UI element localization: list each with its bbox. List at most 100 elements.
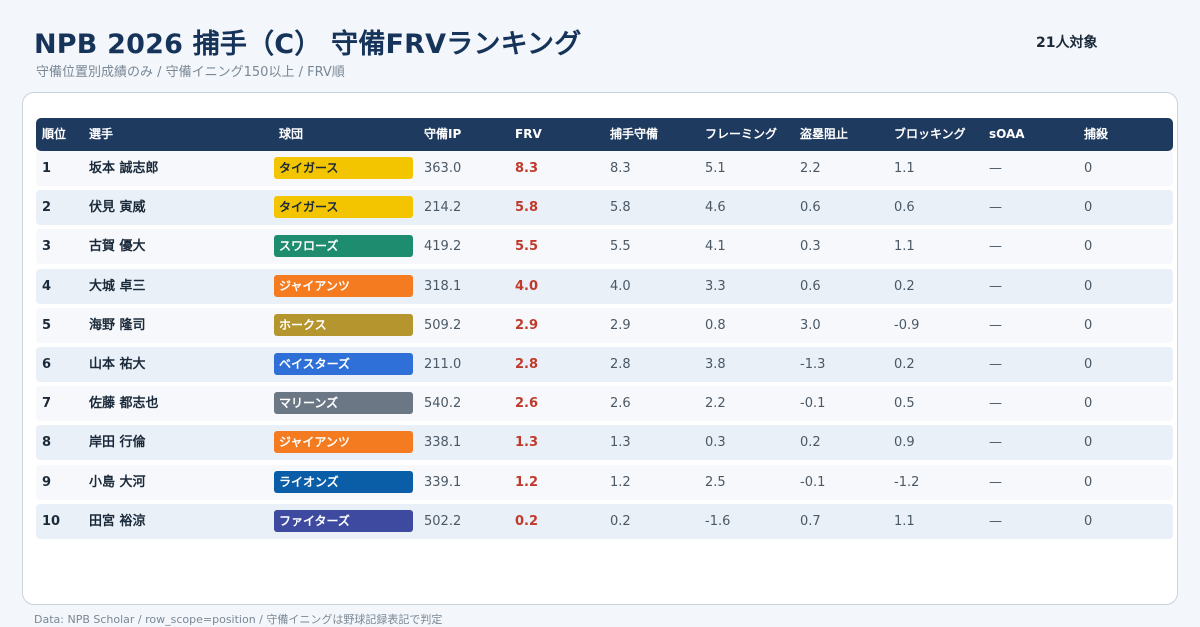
cell-soaa: — [989,513,1002,529]
cell-ip: 540.2 [424,396,462,412]
cell-rank: 7 [42,396,52,412]
table-row[interactable]: 1 坂本 誠志郎 363.0 8.3 8.3 5.1 2.2 1.1 — 0 タイガース [36,151,1173,186]
cell-soaa: — [989,200,1002,216]
cell-steal-prevention: 0.3 [800,239,821,255]
team-badge: ホークス [274,313,413,336]
table-row[interactable]: 6 山本 祐大 211.0 2.8 2.8 3.8 -1.3 0.2 — 0 ベイスターズ [36,347,1173,382]
cell-soaa: — [989,435,1002,451]
cell-rank: 2 [42,200,52,216]
cell-soaa: — [989,239,1002,255]
cell-player-name: 田宮 裕涼 [89,513,146,529]
column-header-steal[interactable]: 盗塁阻止 [800,127,849,141]
cell-rank: 9 [42,474,52,490]
column-header-team[interactable]: 球団 [279,127,304,141]
cell-catcher-defense: 5.8 [610,200,631,216]
cell-soaa: — [989,278,1002,294]
data-source-note: Data: NPB Scholar / row_scope=position /… [34,613,443,626]
table-row[interactable]: 7 佐藤 都志也 540.2 2.6 2.6 2.2 -0.1 0.5 — 0 マリーンズ [36,386,1173,422]
cell-blocking: 0.9 [894,435,915,451]
cell-frv: 5.5 [515,239,539,255]
column-header-catcher[interactable]: 捕手守備 [610,127,659,141]
cell-player-name: 大城 卓三 [89,278,146,294]
column-header-rank[interactable]: 順位 [42,127,67,141]
cell-ip: 502.2 [424,513,462,529]
cell-framing: 4.1 [705,239,726,255]
player-count: 21人対象 [1036,35,1098,51]
table-row[interactable]: 4 大城 卓三 318.1 4.0 4.0 3.3 0.6 0.2 — 0 ジャイアンツ [36,268,1173,304]
cell-blocking: 1.1 [894,513,915,529]
cell-player-name: 坂本 誠志郎 [89,161,159,176]
column-header-blocking[interactable]: ブロッキング [894,127,966,141]
team-badge: ベイスターズ [274,353,413,375]
table-row[interactable]: 10 田宮 裕涼 502.2 0.2 0.2 -1.6 0.7 1.1 — 0 ファイターズ [36,503,1173,539]
cell-assists: 0 [1084,317,1093,333]
team-badge: ファイターズ [274,509,413,532]
table-row[interactable]: 2 伏見 寅威 214.2 5.8 5.8 4.6 0.6 0.6 — 0 タイガース [36,190,1173,226]
cell-player-name: 小島 大河 [89,474,146,490]
cell-ip: 338.1 [424,435,462,451]
cell-catcher-defense: 2.9 [610,317,631,333]
cell-steal-prevention: 0.2 [800,435,821,451]
table-row[interactable]: 5 海野 隆司 509.2 2.9 2.9 0.8 3.0 -0.9 — 0 ホークス [36,307,1173,343]
cell-catcher-defense: 8.3 [610,161,631,176]
cell-ip: 419.2 [424,239,462,255]
cell-blocking: 1.1 [894,239,915,255]
cell-ip: 339.1 [424,474,462,490]
cell-soaa: — [989,317,1002,333]
cell-player-name: 伏見 寅威 [89,200,146,216]
cell-assists: 0 [1084,513,1093,529]
cell-steal-prevention: -1.3 [800,357,826,372]
table-row[interactable]: 3 古賀 優大 419.2 5.5 5.5 4.1 0.3 1.1 — 0 スワローズ [36,229,1173,265]
column-header-ip[interactable]: 守備IP [424,127,462,141]
table-row[interactable]: 8 岸田 行倫 338.1 1.3 1.3 0.3 0.2 0.9 — 0 ジャイアンツ [36,425,1173,461]
column-header-soaa[interactable]: sOAA [989,127,1025,141]
team-badge: ライオンズ [274,470,413,493]
column-header-player[interactable]: 選手 [89,127,114,141]
cell-blocking: 0.5 [894,396,915,412]
cell-player-name: 海野 隆司 [89,317,146,333]
team-badge: タイガース [274,157,413,179]
cell-frv: 2.9 [515,317,539,333]
cell-frv: 5.8 [515,200,539,216]
team-badge: マリーンズ [274,392,413,415]
cell-blocking: 0.2 [894,278,915,294]
cell-rank: 6 [42,357,52,372]
cell-rank: 3 [42,239,52,255]
cell-ip: 363.0 [424,161,462,176]
cell-assists: 0 [1084,357,1093,372]
cell-player-name: 古賀 優大 [89,239,146,255]
column-header-assists[interactable]: 捕殺 [1084,127,1109,141]
cell-rank: 10 [42,513,61,529]
column-header-framing[interactable]: フレーミング [705,127,778,141]
cell-blocking: -0.9 [894,317,920,333]
cell-framing: 4.6 [705,200,726,216]
cell-frv: 8.3 [515,161,539,176]
cell-ip: 211.0 [424,357,462,372]
cell-framing: -1.6 [705,513,731,529]
cell-catcher-defense: 1.2 [610,474,631,490]
cell-steal-prevention: 0.7 [800,513,821,529]
cell-steal-prevention: 0.6 [800,200,821,216]
cell-assists: 0 [1084,278,1093,294]
cell-catcher-defense: 2.8 [610,357,631,372]
table-header: 順位 選手 球団 守備IP FRV 捕手守備 フレーミング 盗塁阻止 ブロッキン… [36,118,1173,151]
page-title: NPB 2026 捕手（C） 守備FRVランキング [34,29,582,60]
cell-catcher-defense: 4.0 [610,278,631,294]
cell-steal-prevention: -0.1 [800,396,826,412]
cell-catcher-defense: 2.6 [610,396,631,412]
team-badge: ジャイアンツ [274,274,413,297]
team-badge: ジャイアンツ [274,431,413,454]
cell-frv: 4.0 [515,278,539,294]
cell-frv: 0.2 [515,513,539,529]
cell-frv: 2.6 [515,396,539,412]
cell-assists: 0 [1084,200,1093,216]
cell-framing: 0.3 [705,435,726,451]
team-badge: スワローズ [274,235,413,258]
table-row[interactable]: 9 小島 大河 339.1 1.2 1.2 2.5 -0.1 -1.2 — 0 ライオンズ [36,464,1173,500]
cell-blocking: 0.2 [894,357,915,372]
cell-steal-prevention: 0.6 [800,278,821,294]
column-header-frv[interactable]: FRV [515,127,542,141]
cell-assists: 0 [1084,396,1093,412]
cell-catcher-defense: 0.2 [610,513,631,529]
cell-frv: 1.2 [515,474,539,490]
